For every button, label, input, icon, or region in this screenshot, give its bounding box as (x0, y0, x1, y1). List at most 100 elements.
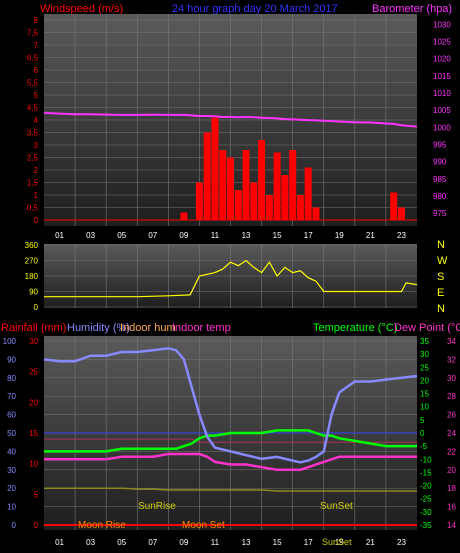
temp-y-tick: 25 (420, 363, 429, 372)
wind-x-tick: 11 (211, 231, 220, 240)
wind-y-tick: 0,5 (27, 204, 39, 213)
humidity-y-tick: 20 (7, 484, 16, 493)
dew-y-tick: 18 (447, 484, 456, 493)
temp-y-tick: -5 (420, 442, 428, 451)
temp-x-tick: 17 (304, 538, 313, 547)
indoor-temp-line (44, 438, 417, 443)
temp-y-tick: -30 (420, 508, 432, 517)
humidity-y-tick: 60 (7, 411, 16, 420)
temp-y-tick: 5 (420, 416, 425, 425)
dew-y-tick: 20 (447, 466, 456, 475)
rain-y-tick: 20 (29, 398, 38, 407)
temp-y-tick: 10 (420, 403, 429, 412)
humidity-y-tick: 90 (7, 355, 16, 364)
humidity-axis-title: Humidity (%) (67, 322, 130, 334)
direction-y-tick: 90 (29, 288, 38, 297)
temp-x-tick: 01 (55, 538, 64, 547)
wind-x-tick: 15 (273, 231, 282, 240)
sunset-label: SunSet (320, 501, 353, 512)
wind-y-tick: 5 (34, 91, 39, 100)
humidity-y-tick: 70 (7, 392, 16, 401)
temp-x-tick: 11 (211, 538, 220, 547)
wind-chart: 0 0,5 1 1,5 2 2,5 3 3,5 4 4,5 5 5,5 6 6,5 7 7,5 8 975 980 9… (27, 14, 451, 240)
humidity-y-tick: 0 (12, 521, 17, 530)
wind-bar (296, 195, 304, 220)
wind-y-tick: 7,5 (27, 29, 39, 38)
wind-y-tick: 4,5 (27, 104, 39, 113)
temp-x-tick: 13 (242, 538, 251, 547)
dew-point-axis-title: Dew Point (°C) (394, 322, 460, 334)
barometer-y-tick: 1010 (433, 89, 451, 98)
temp-x-tick: 07 (148, 538, 157, 547)
direction-y-tick: 0 (34, 303, 39, 312)
dew-y-tick: 32 (447, 355, 456, 364)
wind-bar (227, 157, 234, 220)
wind-bar (258, 140, 266, 220)
wind-bar (203, 132, 211, 220)
wind-y-tick: 8 (34, 16, 39, 25)
wind-x-tick: 13 (242, 231, 251, 240)
humidity-y-tick: 10 (7, 503, 16, 512)
wind-bar (234, 190, 242, 220)
temp-y-tick: 15 (420, 390, 429, 399)
temperature-axis-title: Temperature (°C) (313, 322, 397, 334)
temp-y-tick: -15 (420, 468, 432, 477)
dewpoint-line (44, 452, 417, 472)
wind-y-tick: 1 (34, 191, 39, 200)
wind-y-tick: 3,5 (27, 129, 39, 138)
wind-bar (273, 152, 281, 220)
indoor-hum-line (44, 487, 417, 492)
rain-y-tick: 25 (29, 368, 38, 377)
compass-n-bottom: N (437, 303, 445, 315)
direction-line (44, 259, 418, 298)
direction-y-tick: 360 (25, 241, 39, 250)
barometer-y-tick: 1005 (433, 106, 451, 115)
barometer-y-tick: 985 (433, 175, 447, 184)
direction-chart: 0 90 180 270 360 (25, 241, 418, 312)
humidity-y-tick: 100 (3, 337, 17, 346)
temp-y-tick: -20 (420, 482, 432, 491)
dew-y-tick: 28 (447, 392, 456, 401)
humidity-y-tick: 40 (7, 447, 16, 456)
temp-y-tick: 0 (420, 429, 425, 438)
rain-y-tick: 30 (29, 337, 38, 346)
moonrise-label: Moon Rise (78, 520, 126, 531)
temp-y-tick: -35 (420, 521, 432, 530)
wind-y-tick: 5,5 (27, 79, 39, 88)
barometer-line (43, 111, 418, 128)
wind-x-tick: 07 (148, 231, 157, 240)
compass-e: E (437, 287, 444, 299)
barometer-axis-title: Barometer (hpa) (372, 3, 452, 15)
temperature-line (44, 429, 417, 453)
wind-x-tick: 05 (117, 231, 126, 240)
temp-x-tick: 05 (117, 538, 126, 547)
wind-y-tick: 6 (34, 66, 39, 75)
dew-y-tick: 24 (447, 429, 456, 438)
wind-y-tick: 1,5 (27, 179, 39, 188)
wind-bar (289, 150, 297, 220)
chart-title: 24 hour graph day 20 March 2017 (172, 3, 338, 15)
indoor-hum-label: Indoor hum (120, 322, 176, 334)
wind-y-tick: 2,5 (27, 154, 39, 163)
dew-y-tick: 14 (447, 521, 456, 530)
humidity-y-tick: 80 (7, 374, 16, 383)
dew-y-tick: 22 (447, 447, 456, 456)
compass-n-top: N (437, 239, 445, 251)
barometer-y-tick: 1000 (433, 123, 451, 132)
barometer-y-tick: 980 (433, 192, 447, 201)
wind-y-tick: 7 (34, 41, 39, 50)
humidity-y-tick: 50 (7, 429, 16, 438)
compass-w: W (437, 255, 448, 267)
wind-bar (312, 207, 320, 220)
temp-y-tick: -10 (420, 455, 432, 464)
temp-x-tick: 15 (273, 538, 282, 547)
barometer-y-tick: 975 (433, 209, 447, 218)
temp-x-tick: 03 (86, 538, 95, 547)
wind-y-tick: 2 (34, 166, 39, 175)
compass-s: S (437, 271, 444, 283)
temp-y-tick: 35 (420, 337, 429, 346)
wind-y-tick: 6,5 (27, 54, 39, 63)
wind-bar (242, 150, 250, 220)
barometer-y-tick: 990 (433, 158, 447, 167)
sunset-bottom-label: SunSet (322, 537, 352, 547)
